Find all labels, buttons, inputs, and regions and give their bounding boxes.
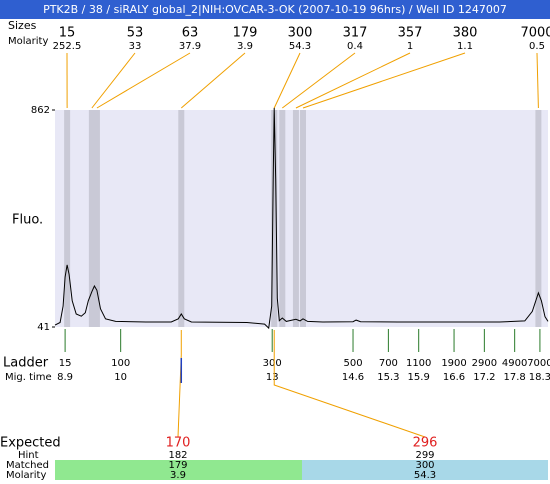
matched-molarity: 3.9 [170,470,186,480]
peak-band [94,110,100,327]
peak-molarity: 33 [129,41,142,52]
expected-value: 170 [166,436,191,451]
peak-connector [274,53,300,108]
peak-molarity: 252.5 [53,41,82,52]
peak-size: 7000 [520,26,550,41]
peak-connector [303,53,465,108]
peak-molarity: 1 [407,41,413,52]
peak-size: 357 [398,26,423,41]
matched-molarity: 54.3 [414,470,436,480]
peak-size: 380 [453,26,478,41]
ladder-size: 300 [263,358,282,369]
ladder-time: 8.9 [57,372,73,383]
peak-size: 317 [343,26,368,41]
peak-band [300,110,306,327]
row-label: Molarity [8,36,48,47]
ladder-time: 16.6 [443,372,465,383]
expected-connector [178,330,181,437]
peak-molarity: 37.9 [179,41,201,52]
ladder-time: 18.3 [529,372,550,383]
row-label: Molarity [6,470,46,480]
peak-band [178,110,184,327]
peak-size: 179 [233,26,258,41]
chart-title: PTK2B / 38 / siRALY global_2|NIH:OVCAR-3… [43,3,507,16]
peak-connector [282,53,355,108]
peak-band [279,110,285,327]
ladder-size: 2900 [472,358,497,369]
expected-value: 296 [413,436,438,451]
peak-molarity: 1.1 [457,41,473,52]
ladder-size: 500 [343,358,362,369]
row-label: Sizes [8,19,37,32]
ladder-size: 1900 [441,358,466,369]
ladder-time: 14.6 [342,372,364,383]
peak-connector [97,53,190,108]
ladder-size: 100 [111,358,130,369]
ladder-size: 1100 [406,358,431,369]
ladder-time: 13 [266,372,279,383]
ladder-size: 7000 [527,358,550,369]
peak-size: 53 [127,26,144,41]
peak-molarity: 54.3 [289,41,311,52]
peak-molarity: 0.5 [529,41,545,52]
row-label: Mig. time [5,372,52,383]
ladder-time: 15.9 [408,372,430,383]
row-label: Ladder [3,356,49,371]
y-axis-label: Fluo. [12,213,43,228]
peak-size: 15 [59,26,76,41]
row-label: Expected [0,436,61,451]
ladder-size: 700 [379,358,398,369]
peak-band [293,110,299,327]
peak-connector [296,53,410,108]
ladder-time: 17.2 [473,372,495,383]
expected-connector [274,330,425,437]
peak-connector [181,53,245,108]
peak-connector [92,53,135,108]
ladder-size: 15 [59,358,72,369]
y-tick-label: 862 [31,105,50,116]
peak-molarity: 0.4 [347,41,363,52]
ladder-time: 17.8 [504,372,526,383]
ladder-time: 15.3 [377,372,399,383]
y-tick-label: 41 [37,322,50,333]
peak-connector [537,53,538,108]
peak-size: 63 [182,26,199,41]
ladder-size: 4900 [502,358,527,369]
ladder-time: 10 [114,372,127,383]
peak-size: 300 [288,26,313,41]
peak-band [64,110,70,327]
peak-molarity: 3.9 [237,41,253,52]
